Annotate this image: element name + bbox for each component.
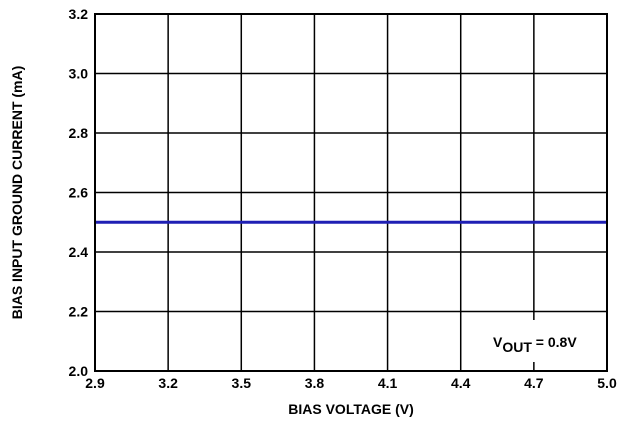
x-axis-label: BIAS VOLTAGE (V) bbox=[288, 401, 413, 417]
annotation-main: V bbox=[493, 334, 503, 350]
y-tick-label: 2.2 bbox=[69, 304, 89, 320]
x-tick-label: 3.2 bbox=[158, 375, 178, 391]
y-tick-label: 3.0 bbox=[69, 66, 89, 82]
x-tick-label: 3.8 bbox=[305, 375, 325, 391]
annotation-subscript: OUT bbox=[502, 339, 532, 355]
x-tick-labels: 2.9 3.2 3.5 3.8 4.1 4.4 4.7 5.0 bbox=[85, 375, 617, 391]
gridlines bbox=[95, 14, 607, 371]
x-tick-label: 3.5 bbox=[232, 375, 252, 391]
y-tick-labels: 2.0 2.2 2.4 2.6 2.8 3.0 3.2 bbox=[69, 6, 89, 379]
y-tick-label: 2.4 bbox=[69, 244, 89, 260]
x-tick-label: 2.9 bbox=[85, 375, 105, 391]
x-tick-label: 4.7 bbox=[524, 375, 544, 391]
y-tick-label: 3.2 bbox=[69, 6, 89, 22]
annotation-rest: = 0.8V bbox=[532, 334, 577, 350]
y-axis-label: BIAS INPUT GROUND CURRENT (mA) bbox=[9, 66, 25, 320]
y-tick-label: 2.8 bbox=[69, 125, 89, 141]
x-tick-label: 4.1 bbox=[378, 375, 398, 391]
plot-frame bbox=[94, 13, 608, 372]
x-tick-label: 5.0 bbox=[597, 375, 617, 391]
annotation-box: VOUT = 0.8V bbox=[485, 320, 603, 362]
vout-annotation: VOUT = 0.8V bbox=[493, 334, 577, 355]
y-tick-label: 2.0 bbox=[69, 363, 89, 379]
x-tick-label: 4.4 bbox=[451, 375, 471, 391]
y-tick-label: 2.6 bbox=[69, 185, 89, 201]
